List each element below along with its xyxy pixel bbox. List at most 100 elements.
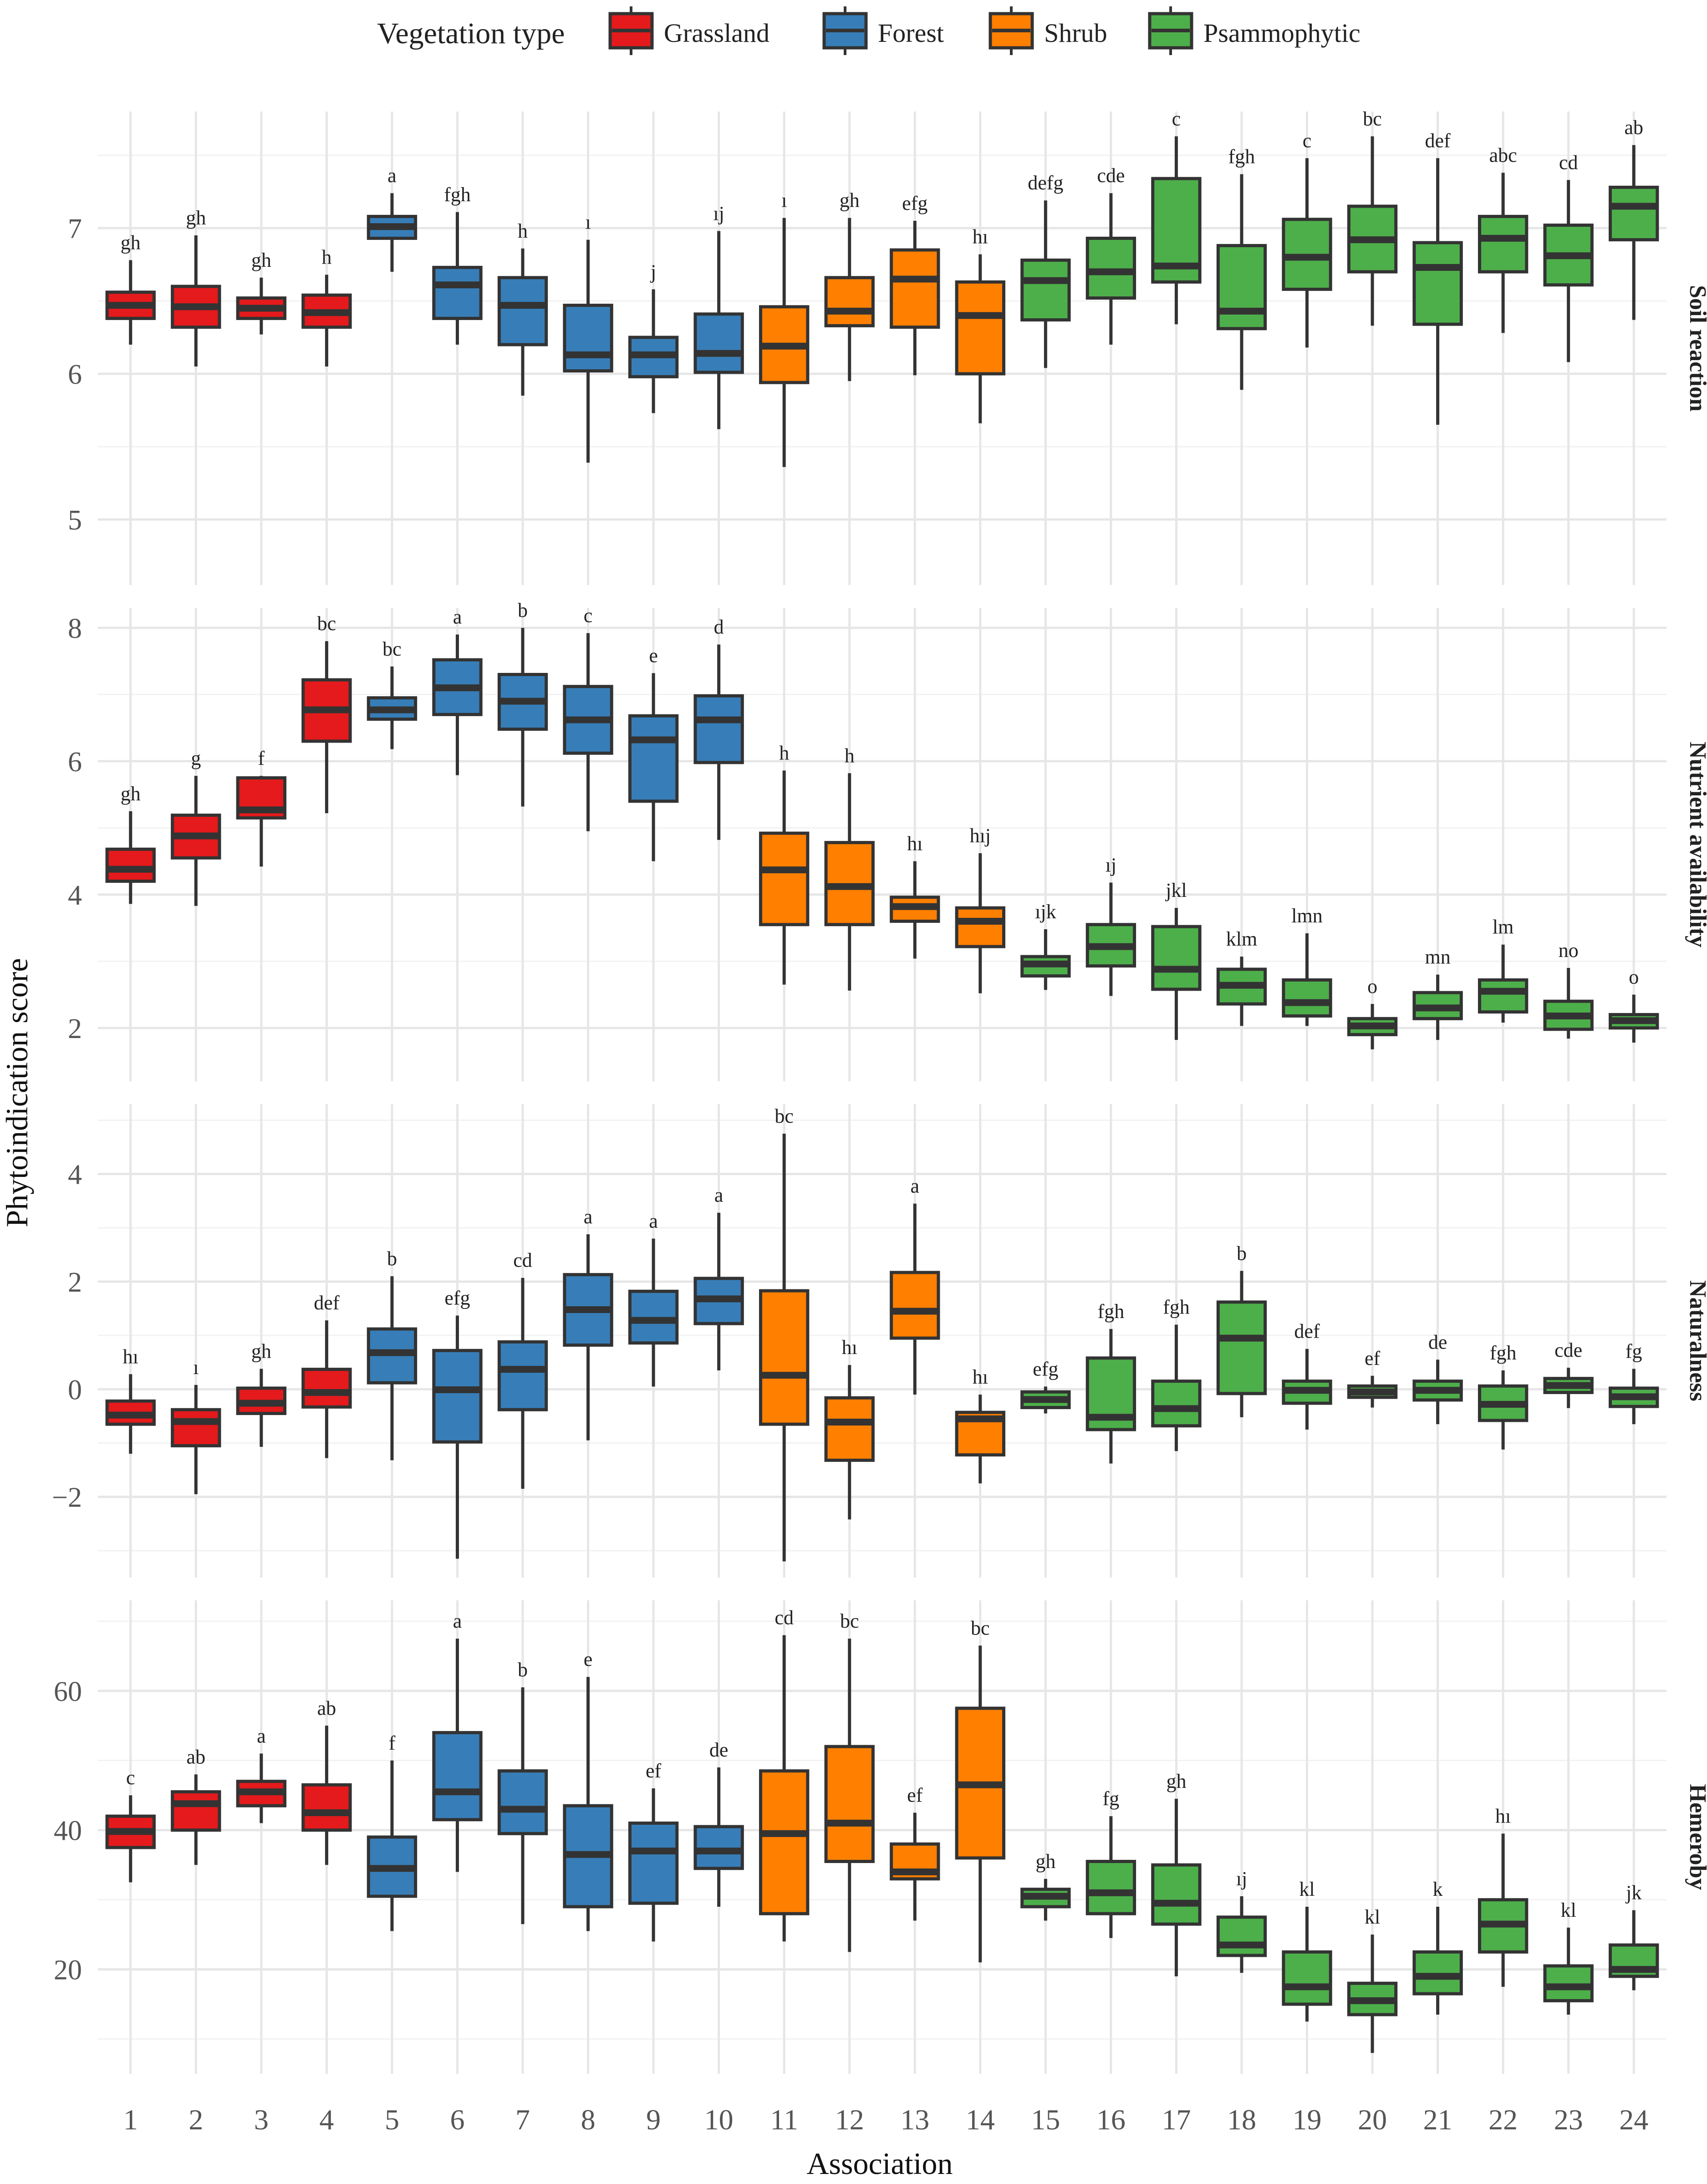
y-tick-label: 40	[54, 1816, 82, 1847]
box-iqr	[1478, 978, 1529, 1014]
significance-letters: jkl	[1165, 879, 1187, 901]
box: gh	[236, 249, 287, 335]
significance-letters: cde	[1097, 164, 1125, 187]
box: b	[497, 599, 548, 807]
significance-letters: hı	[1495, 1805, 1511, 1827]
significance-letters: c	[1303, 129, 1312, 152]
box: fgh	[1151, 1296, 1202, 1451]
box-iqr	[693, 694, 744, 764]
significance-letters: e	[584, 1648, 593, 1670]
box: bc	[759, 1105, 810, 1562]
box-iqr	[563, 304, 613, 373]
box: ıj	[1216, 1868, 1267, 1973]
significance-letters: bc	[775, 1105, 794, 1127]
significance-letters: efg	[902, 192, 927, 214]
box: abc	[1478, 144, 1529, 333]
significance-letters: ıj	[713, 202, 724, 224]
significance-letters: cd	[1559, 151, 1578, 173]
box: bc	[824, 1610, 875, 1952]
box: ef	[890, 1784, 940, 1921]
significance-letters: k	[1433, 1878, 1443, 1900]
box: a	[367, 164, 418, 272]
box: lmn	[1282, 905, 1332, 1026]
significance-letters: hı	[973, 226, 988, 248]
y-tick-label: 7	[68, 214, 82, 244]
significance-letters: bc	[971, 1617, 990, 1639]
significance-letters: jk	[1625, 1882, 1641, 1904]
box-iqr	[432, 1349, 483, 1444]
significance-letters: hı	[973, 1366, 988, 1388]
significance-letters: f	[389, 1732, 396, 1754]
box-iqr	[693, 1825, 744, 1870]
box: c	[105, 1767, 156, 1883]
x-tick-label: 22	[1488, 2103, 1518, 2136]
box: fgh	[1085, 1300, 1136, 1464]
box: hıj	[955, 825, 1005, 993]
box: kl	[1543, 1899, 1594, 2015]
box-iqr	[824, 1396, 875, 1462]
significance-letters: ab	[187, 1746, 206, 1768]
x-tick-label: 10	[704, 2103, 734, 2136]
significance-letters: defg	[1028, 172, 1063, 194]
significance-letters: gh	[121, 783, 141, 805]
significance-letters: a	[584, 1206, 593, 1228]
box: no	[1543, 939, 1594, 1039]
box-iqr	[432, 1731, 483, 1822]
box-iqr	[171, 1790, 221, 1832]
significance-letters: b	[518, 1659, 528, 1681]
significance-letters: gh	[121, 231, 141, 254]
box-iqr	[1412, 241, 1463, 326]
box: a	[432, 606, 483, 775]
significance-letters: ab	[1624, 117, 1643, 139]
box: e	[563, 1648, 613, 1931]
significance-letters: fgh	[1098, 1300, 1125, 1323]
significance-letters: cd	[513, 1249, 532, 1272]
box: fg	[1085, 1787, 1136, 1938]
box: bc	[955, 1617, 1005, 1963]
box: hı	[1478, 1805, 1529, 1987]
box: bc	[367, 638, 418, 749]
significance-letters: de	[709, 1739, 729, 1761]
significance-letters: j	[650, 260, 656, 283]
significance-letters: def	[1294, 1320, 1320, 1343]
box: h	[301, 246, 352, 367]
significance-letters: gh	[1035, 1850, 1055, 1873]
x-tick-label: 4	[319, 2103, 334, 2136]
box: fgh	[1478, 1342, 1529, 1450]
y-tick-label: 60	[54, 1676, 82, 1707]
box-iqr	[1151, 1380, 1202, 1428]
box: def	[1282, 1320, 1332, 1430]
box: a	[236, 1725, 287, 1823]
box: b	[367, 1247, 418, 1461]
box-iqr	[497, 1340, 548, 1411]
legend-title: Vegetation type	[377, 17, 565, 50]
box-iqr	[1282, 978, 1332, 1018]
significance-letters: ab	[317, 1697, 336, 1719]
legend: Vegetation type Grassland Forest Shrub Psam…	[377, 6, 1361, 55]
box: h	[824, 744, 875, 991]
box: gh	[1151, 1770, 1202, 1976]
facet-label: Naturalness	[1685, 1280, 1707, 1401]
significance-letters: ıj	[1236, 1868, 1247, 1890]
y-axis-title: Phytoindication score	[0, 958, 34, 1227]
x-tick-label: 5	[385, 2103, 399, 2136]
significance-letters: ı	[585, 211, 591, 234]
significance-letters: a	[911, 1175, 920, 1197]
significance-letters: hıj	[970, 825, 991, 847]
box: o	[1347, 975, 1398, 1049]
box: gh	[1020, 1850, 1071, 1921]
x-axis-title: Association	[806, 2146, 953, 2181]
significance-letters: mn	[1425, 946, 1450, 968]
x-tick-label: 1	[123, 2103, 138, 2136]
x-axis: 1 2 3 4 5 6 7 8 9 10 11 12 13 14 15 16 17 18 19 20 21 22 23 24	[123, 2103, 1648, 2136]
box: ı	[171, 1356, 221, 1494]
panel: −2 0 2 4 hı ı gh def b efg cd a a a bc hı a hı efg fgh fgh b d…	[52, 1104, 1707, 1578]
significance-letters: h	[779, 742, 789, 764]
significance-letters: b	[1237, 1242, 1247, 1264]
significance-letters: bc	[317, 612, 336, 635]
box: jk	[1609, 1882, 1659, 1991]
box: e	[628, 645, 679, 861]
